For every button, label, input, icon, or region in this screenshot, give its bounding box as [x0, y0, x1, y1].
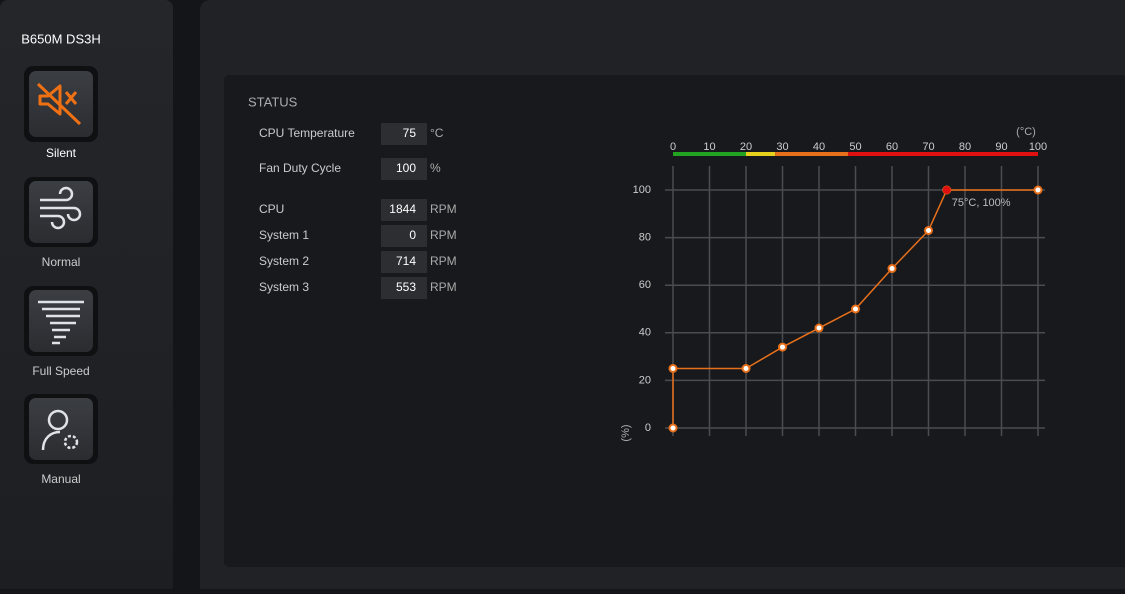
mode-label: Silent	[46, 146, 77, 160]
y-tick-label: 40	[639, 327, 651, 339]
y-tick-label: 0	[645, 422, 651, 434]
row-value: 714	[396, 254, 416, 268]
value-box	[381, 225, 427, 247]
x-tick-label: 90	[995, 141, 1007, 153]
y-tick-label: 100	[633, 184, 651, 196]
y-tick-label: 80	[639, 232, 651, 244]
row-value: 1844	[389, 202, 416, 216]
row-label: CPU Temperature	[259, 126, 355, 140]
y-tick-label: 60	[639, 279, 651, 291]
row-label: System 2	[259, 254, 309, 268]
current-point	[942, 186, 951, 194]
x-tick-label: 20	[740, 141, 752, 153]
status-card	[224, 75, 1125, 567]
curve-point	[778, 342, 787, 352]
curve-point	[814, 323, 824, 333]
value-box	[381, 251, 427, 273]
mode-full-speed[interactable]: Full Speed	[24, 286, 98, 378]
mode-label: Full Speed	[32, 364, 89, 378]
row-value: 0	[409, 228, 416, 242]
curve-point	[741, 364, 751, 373]
row-value: 75	[403, 126, 417, 140]
x-tick-label: 80	[959, 141, 971, 153]
value-box	[381, 123, 427, 145]
curve-point	[1033, 185, 1043, 195]
row-unit: RPM	[430, 228, 457, 242]
x-tick-label: 10	[703, 141, 715, 153]
x-tick-label: 0	[670, 141, 676, 153]
row-unit: RPM	[430, 280, 457, 294]
curve-point	[851, 304, 860, 314]
row-value: 553	[396, 280, 416, 294]
mode-label: Manual	[41, 472, 80, 486]
row-value: 100	[396, 161, 416, 175]
mode-silent[interactable]: Silent	[24, 66, 98, 160]
x-tick-label: 40	[813, 141, 825, 153]
curve-point	[668, 364, 678, 373]
value-box	[381, 199, 427, 221]
row-label: Fan Duty Cycle	[259, 161, 341, 175]
row-unit: °C	[430, 126, 444, 140]
value-box	[381, 277, 427, 299]
x-axis-label: (°C)	[1016, 126, 1036, 138]
curve-point	[887, 264, 897, 274]
curve-point	[668, 423, 678, 433]
curve-point	[924, 225, 933, 235]
y-axis-label: (%)	[620, 424, 632, 441]
x-tick-label: 30	[776, 141, 788, 153]
row-unit: %	[430, 161, 441, 175]
temperature-band	[775, 152, 849, 156]
x-tick-label: 70	[922, 141, 934, 153]
mode-manual[interactable]: Manual	[24, 394, 98, 486]
row-unit: RPM	[430, 254, 457, 268]
x-tick-label: 100	[1029, 141, 1047, 153]
value-box	[381, 158, 427, 180]
row-label: CPU	[259, 202, 284, 216]
status-title: STATUS	[248, 94, 298, 109]
y-tick-label: 20	[639, 374, 651, 386]
temperature-band	[848, 152, 1038, 156]
x-tick-label: 50	[849, 141, 861, 153]
row-label: System 1	[259, 228, 309, 242]
temperature-band	[673, 152, 746, 156]
row-unit: RPM	[430, 202, 457, 216]
x-tick-label: 60	[886, 141, 898, 153]
mode-normal[interactable]: Normal	[24, 177, 98, 269]
annotation: 75°C, 100%	[952, 197, 1011, 209]
temperature-band	[746, 152, 776, 156]
fan-curve	[672, 189, 1038, 428]
mode-label: Normal	[42, 255, 81, 269]
board-name: B650M DS3H	[21, 31, 100, 46]
row-label: System 3	[259, 280, 309, 294]
